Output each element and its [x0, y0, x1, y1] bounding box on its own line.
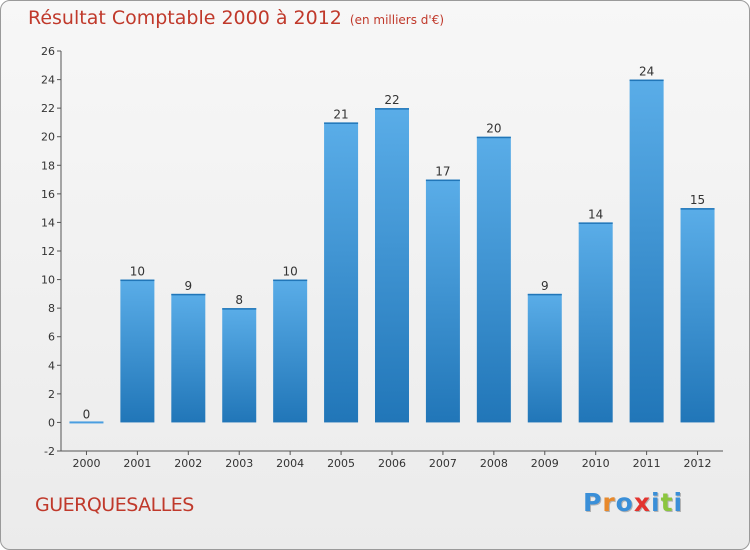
chart-title: Résultat Comptable 2000 à 2012 (en millie…	[28, 7, 444, 29]
bar-top-edge	[273, 279, 308, 282]
bar	[171, 293, 206, 423]
logo-letter: o	[615, 488, 634, 517]
y-tick-label: 26	[41, 45, 55, 58]
y-tick-label: 24	[41, 74, 55, 87]
bar	[120, 279, 155, 423]
y-tick-label: 6	[48, 331, 55, 344]
bar-value-label: 8	[235, 293, 243, 307]
logo-letter: P	[583, 488, 603, 517]
y-tick-label: 22	[41, 102, 55, 115]
bar	[273, 279, 308, 423]
y-tick-label: 8	[48, 302, 55, 315]
bar-value-label: 15	[690, 193, 705, 207]
bar-top-edge	[425, 179, 460, 182]
y-tick-label: 10	[41, 274, 55, 287]
logo-letter: r	[602, 488, 616, 517]
x-tick-label: 2004	[276, 457, 304, 470]
bar-value-label: 10	[130, 265, 145, 279]
x-tick-label: 2000	[72, 457, 100, 470]
y-tick-label: 4	[48, 359, 55, 372]
chart-labels: 0 10 9 8 10 21 22 17 20 9 14 24 15	[83, 65, 706, 422]
bar-top-edge	[120, 279, 155, 282]
y-tick-label: 14	[41, 216, 55, 229]
y-tick-label: 2	[48, 388, 55, 401]
bar-value-label: 24	[639, 65, 654, 79]
bar-top-edge	[222, 308, 257, 310]
x-tick-label: 2005	[327, 457, 355, 470]
y-tick-label: 16	[41, 188, 55, 201]
bar-top-edge	[680, 208, 715, 210]
bar	[69, 421, 104, 424]
bar-top-edge	[527, 293, 562, 296]
y-tick-label: 18	[41, 159, 55, 172]
bar-top-edge	[578, 222, 613, 224]
x-tick-label: 2003	[225, 457, 253, 470]
x-tick-label: 2012	[684, 457, 712, 470]
bar-top-edge	[629, 79, 664, 82]
bar	[578, 222, 613, 423]
bar-top-edge	[375, 108, 409, 110]
bar-value-label: 14	[588, 207, 603, 221]
x-tick-label: 2007	[429, 457, 457, 470]
logo-letter: i	[651, 488, 661, 517]
bar	[527, 293, 562, 423]
bar-value-label: 22	[384, 93, 399, 107]
bar	[680, 208, 715, 423]
chart-title-text: Résultat Comptable 2000 à 2012	[28, 7, 342, 29]
bar-value-label: 9	[184, 279, 192, 293]
bar	[324, 122, 359, 423]
proxiti-logo: Proxiti	[583, 488, 683, 517]
x-tick-label: 2011	[633, 457, 661, 470]
y-tick-label: 0	[48, 416, 55, 429]
bar-value-label: 21	[333, 107, 348, 121]
x-tick-label: 2006	[378, 457, 406, 470]
x-tick-label: 2001	[123, 457, 151, 470]
bar-value-label: 0	[83, 407, 91, 421]
logo-letter: x	[633, 488, 651, 517]
x-tick-label: 2002	[174, 457, 202, 470]
commune-name: GUERQUESALLES	[35, 494, 194, 516]
chart-subtitle: (en milliers d'€)	[349, 13, 445, 27]
bar-top-edge	[324, 122, 359, 124]
logo-letter: i	[673, 488, 684, 517]
logo-letter: t	[660, 488, 674, 517]
bar-value-label: 17	[435, 165, 450, 179]
bar-value-label: 9	[541, 279, 549, 293]
bar-top-edge	[476, 136, 511, 139]
bar	[375, 108, 409, 423]
x-tick-label: 2008	[480, 457, 508, 470]
bar	[629, 79, 664, 423]
bar	[425, 179, 460, 423]
bar-value-label: 10	[283, 265, 298, 279]
bar	[476, 136, 511, 423]
y-tick-label: -2	[44, 445, 55, 458]
chart-bars	[69, 79, 715, 424]
y-tick-label: 12	[41, 245, 55, 258]
bar-value-label: 20	[486, 122, 501, 136]
x-tick-label: 2010	[582, 457, 610, 470]
bar	[222, 308, 257, 423]
x-tick-label: 2009	[531, 457, 559, 470]
bar-top-edge	[171, 293, 206, 296]
y-tick-label: 20	[41, 131, 55, 144]
